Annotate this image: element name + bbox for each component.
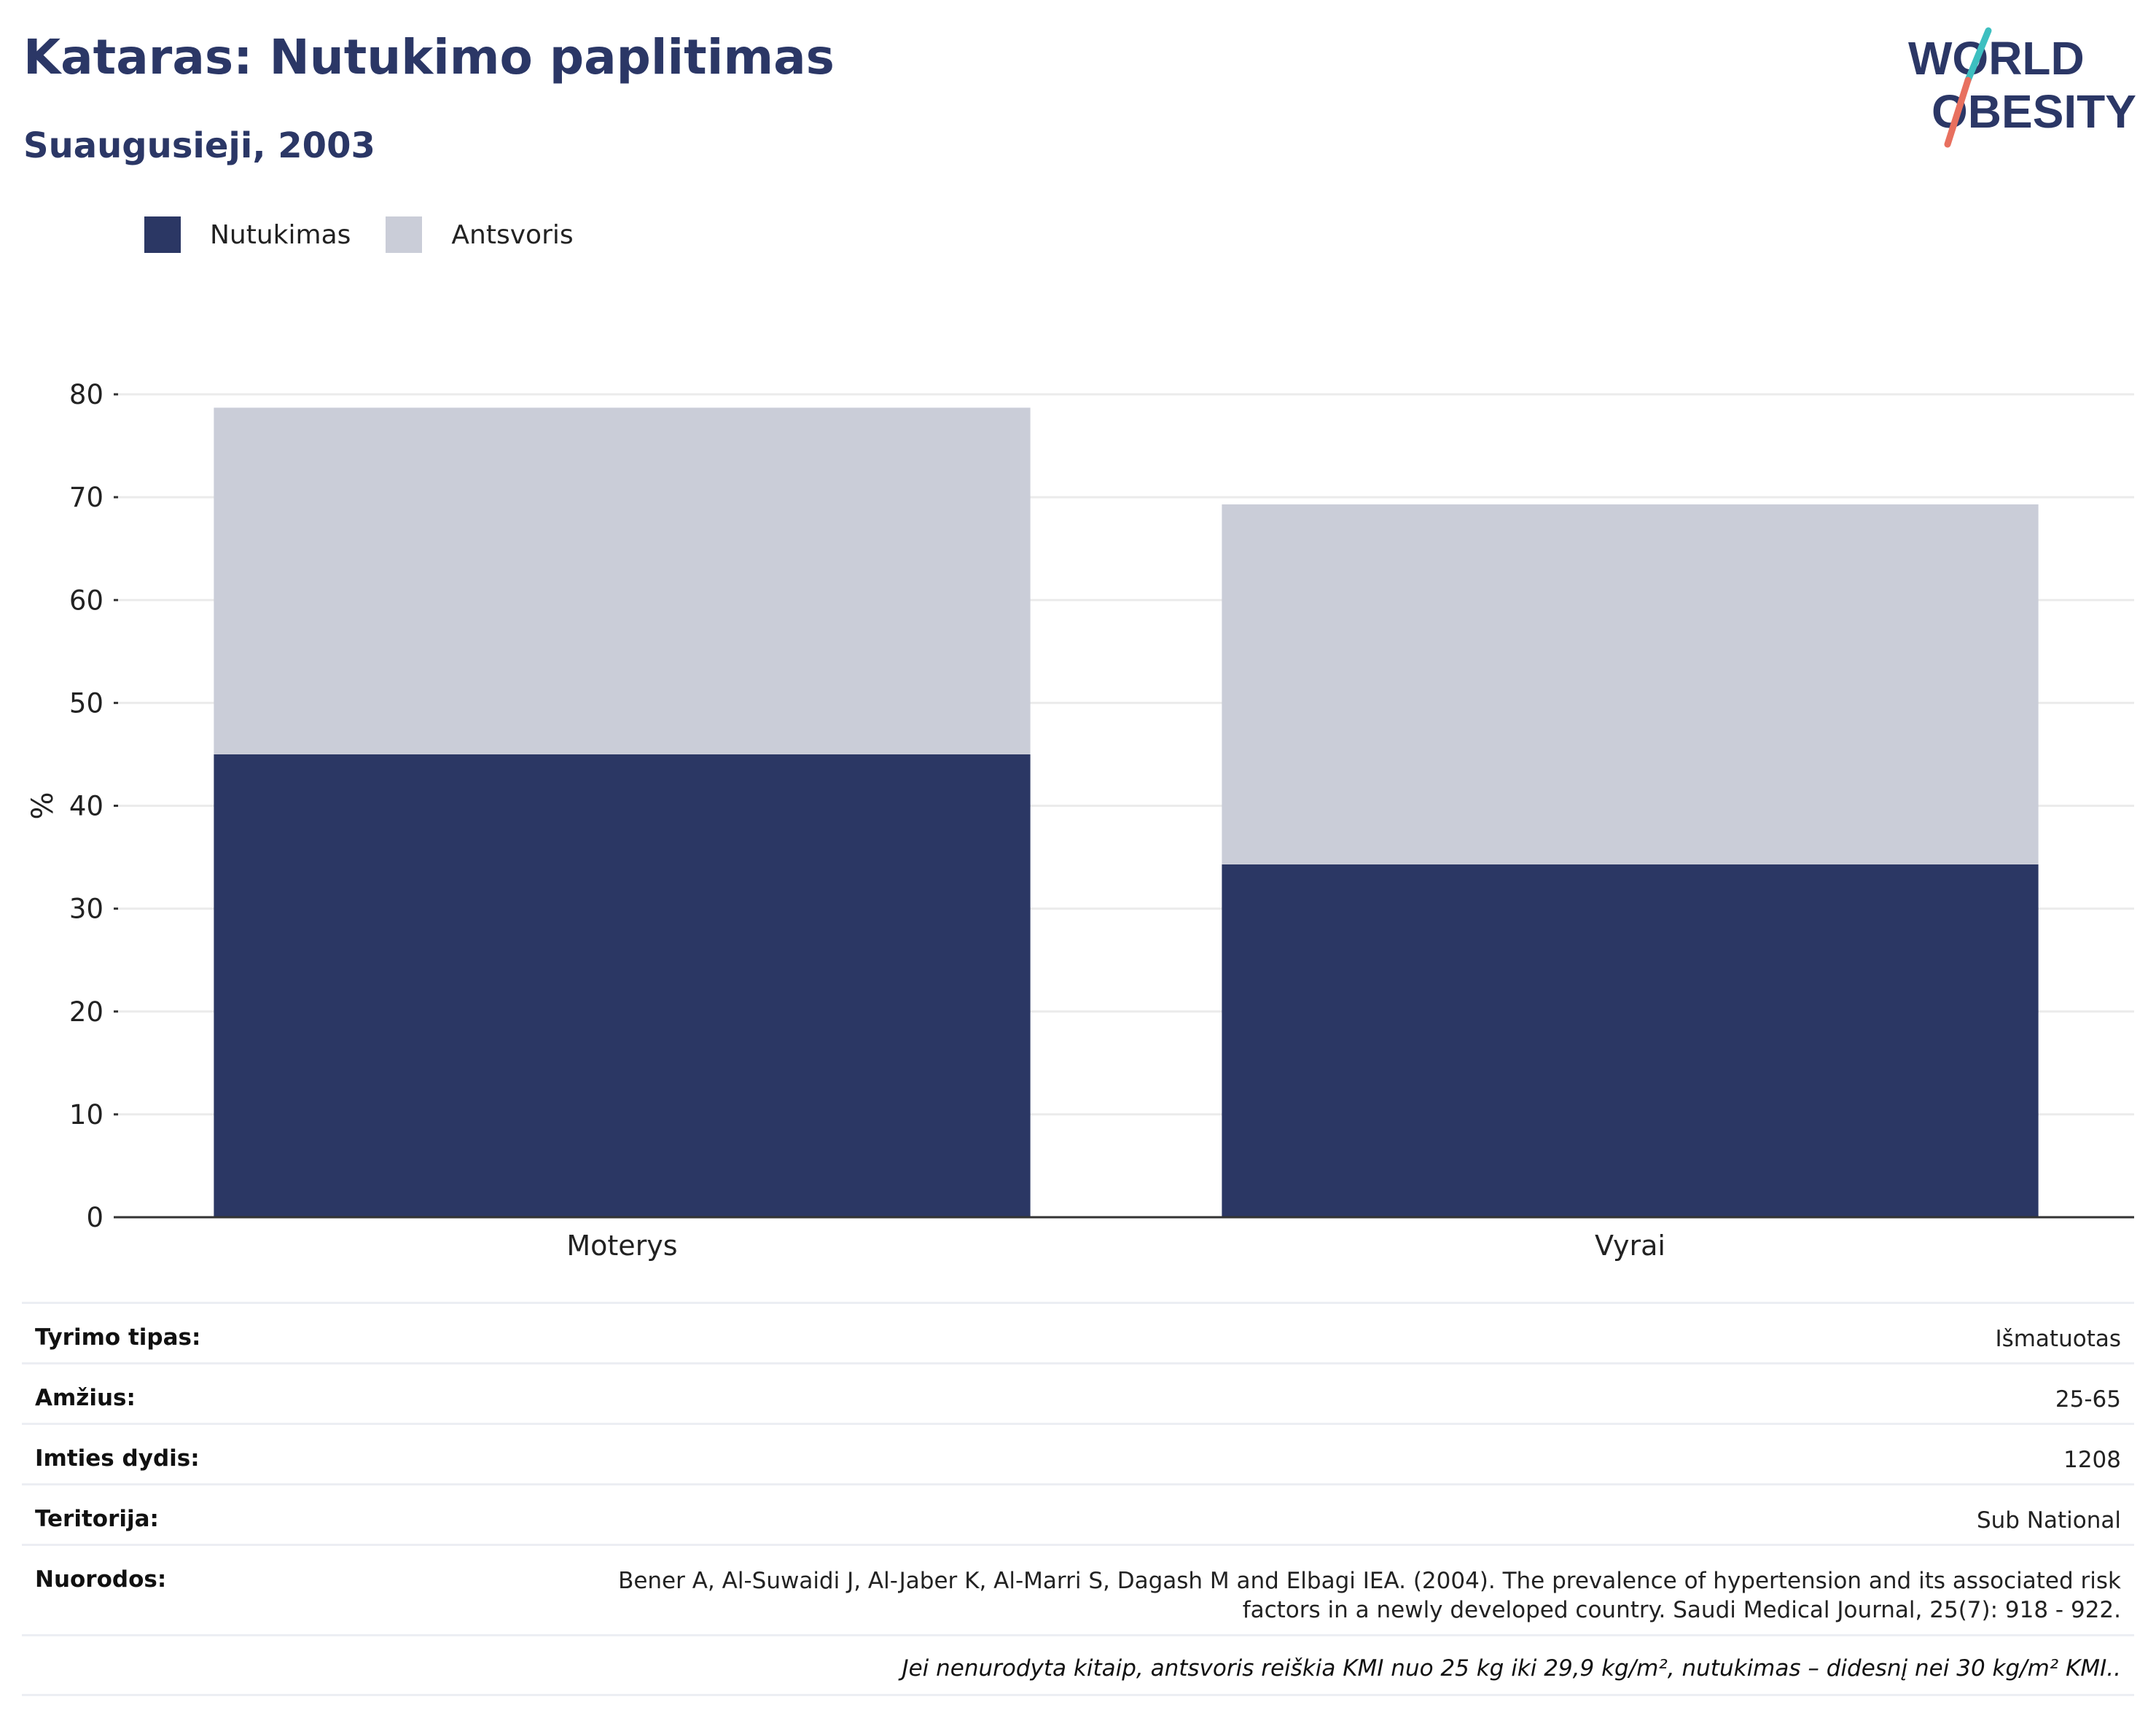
chart-subtitle: Suaugusieji, 2003 — [23, 125, 375, 166]
x-tick-label: Moterys — [566, 1230, 677, 1262]
axes: 0 10 20 30 40 50 60 70 80% Moterys Vyrai — [26, 379, 2134, 1262]
info-label: Tyrimo tipas: — [35, 1324, 201, 1351]
bars — [214, 407, 2039, 1217]
info-row-territory: Teritorija: Sub National — [22, 1483, 2134, 1544]
legend-item-antsvoris: Antsvoris — [386, 216, 574, 253]
y-tick-label: 0 — [86, 1202, 103, 1233]
info-label: Imties dydis: — [35, 1445, 200, 1472]
x-tick-label: Vyrai — [1595, 1230, 1665, 1262]
definition-note: Jei nenurodyta kitaip, antsvoris reiškia… — [22, 1634, 2134, 1696]
legend-label-antsvoris: Antsvoris — [451, 219, 574, 250]
info-value: Išmatuotas — [1995, 1326, 2121, 1352]
reference-line-1: Bener A, Al-Suwaidi J, Al-Jaber K, Al-Ma… — [618, 1568, 2121, 1594]
reference-line-2: factors in a newly developed country. Sa… — [1242, 1597, 2121, 1623]
info-value: 1208 — [2063, 1447, 2121, 1473]
info-value: 25-65 — [2055, 1386, 2121, 1413]
legend-swatch-nutukimas — [144, 216, 181, 253]
bar-antsvoris-vyrai — [1222, 504, 2039, 864]
info-value-reference: Bener A, Al-Suwaidi J, Al-Jaber K, Al-Ma… — [618, 1566, 2121, 1625]
world-obesity-logo: WORLD OBESITY — [1908, 27, 2136, 148]
y-axis-label: % — [26, 792, 60, 819]
info-row-references: Nuorodos: Bener A, Al-Suwaidi J, Al-Jabe… — [22, 1544, 2134, 1634]
logo-slash-teal — [1964, 27, 1992, 84]
bar-nutukimas-vyrai — [1222, 864, 2039, 1217]
info-label: Teritorija: — [35, 1506, 159, 1532]
logo-text-world: WORLD — [1908, 32, 2085, 85]
info-row-study-type: Tyrimo tipas: Išmatuotas — [22, 1302, 2134, 1362]
bar-nutukimas-moterys — [214, 754, 1031, 1217]
info-value: Sub National — [1976, 1507, 2121, 1534]
info-row-sample-size: Imties dydis: 1208 — [22, 1423, 2134, 1483]
legend-item-nutukimas: Nutukimas — [144, 216, 351, 253]
info-table: Tyrimo tipas: Išmatuotas Amžius: 25-65 I… — [22, 1302, 2134, 1696]
y-tick-label: 60 — [69, 585, 103, 616]
info-label: Amžius: — [35, 1385, 136, 1411]
info-label: Nuorodos: — [35, 1566, 167, 1593]
y-tick-label: 20 — [69, 996, 103, 1028]
bar-antsvoris-moterys — [214, 407, 1031, 754]
y-tick-label: 70 — [69, 482, 103, 513]
chart-title: Kataras: Nutukimo paplitimas — [23, 29, 835, 85]
y-tick-label: 50 — [69, 687, 103, 719]
y-tick-label: 30 — [69, 894, 103, 925]
y-tick-label: 10 — [69, 1099, 103, 1130]
legend-label-nutukimas: Nutukimas — [210, 219, 351, 250]
legend-swatch-antsvoris — [386, 216, 423, 253]
info-row-age: Amžius: 25-65 — [22, 1362, 2134, 1423]
bar-chart: 0 10 20 30 40 50 60 70 80% Moterys Vyrai — [26, 379, 2134, 1262]
y-tick-label: 80 — [69, 379, 103, 410]
y-tick-label: 40 — [69, 791, 103, 822]
logo-slash-coral — [1944, 77, 1972, 148]
chart-legend: Nutukimas Antsvoris — [144, 216, 609, 254]
